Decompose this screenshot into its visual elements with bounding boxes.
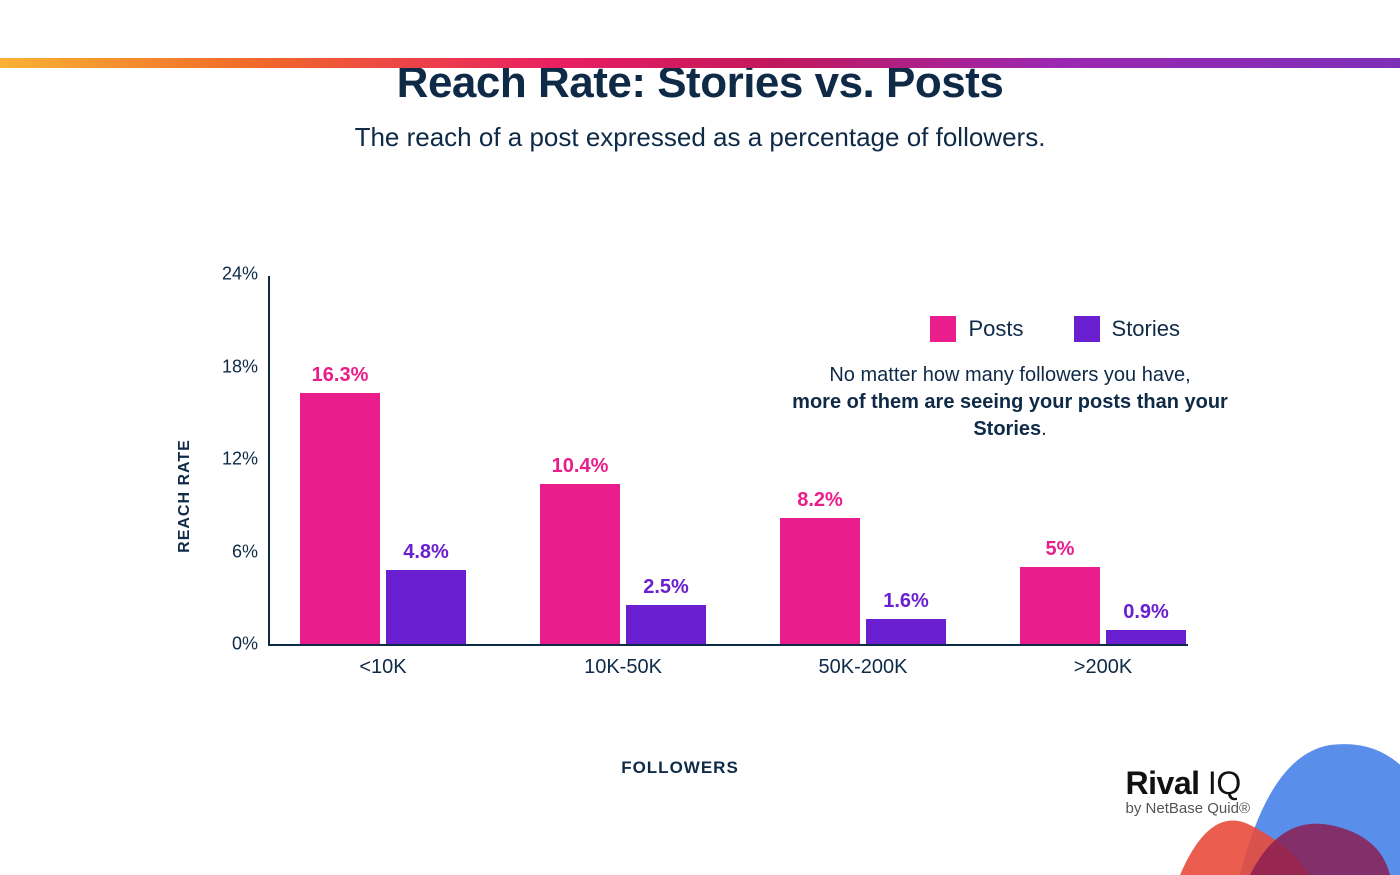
bar-stories: 4.8% — [386, 570, 466, 644]
annotation-bold: more of them are seeing your posts than … — [792, 391, 1228, 440]
x-axis-label: FOLLOWERS — [621, 758, 739, 778]
legend-swatch-stories — [1074, 316, 1100, 342]
chart-annotation: No matter how many followers you have, m… — [790, 362, 1230, 443]
legend: Posts Stories — [930, 316, 1180, 342]
y-axis-label: REACH RATE — [176, 439, 194, 553]
chart-container: REACH RATE 0%6%12%18%24%16.3%4.8%<10K10.… — [150, 276, 1210, 716]
annotation-suffix: . — [1041, 418, 1047, 440]
bar-value-label: 0.9% — [1123, 601, 1169, 624]
bar-posts: 5% — [1020, 567, 1100, 644]
brand-name: Rival IQ — [1126, 765, 1250, 802]
brand-tagline: by NetBase Quid® — [1126, 800, 1250, 817]
legend-swatch-posts — [930, 316, 956, 342]
bar-value-label: 8.2% — [797, 489, 843, 512]
bar-value-label: 1.6% — [883, 590, 929, 613]
bar-stories: 2.5% — [626, 605, 706, 644]
bar-value-label: 5% — [1046, 538, 1075, 561]
legend-label-posts: Posts — [968, 316, 1023, 342]
gradient-top-border — [0, 58, 1400, 68]
y-tick: 12% — [222, 449, 258, 470]
legend-item-stories: Stories — [1074, 316, 1180, 342]
brand-logo: Rival IQ by NetBase Quid® — [1126, 765, 1250, 817]
bar-value-label: 16.3% — [312, 364, 369, 387]
annotation-line1: No matter how many followers you have, — [829, 364, 1190, 386]
brand-bold: Rival — [1126, 765, 1200, 801]
bar-posts: 10.4% — [540, 484, 620, 644]
brand-rest: IQ — [1200, 765, 1241, 801]
y-tick: 18% — [222, 356, 258, 377]
bar-value-label: 4.8% — [403, 541, 449, 564]
x-category-label: 10K-50K — [584, 656, 662, 679]
bar-stories: 0.9% — [1106, 630, 1186, 644]
bar-posts: 8.2% — [780, 518, 860, 644]
y-tick: 24% — [222, 264, 258, 285]
bar-value-label: 2.5% — [643, 576, 689, 599]
legend-item-posts: Posts — [930, 316, 1023, 342]
chart-subtitle: The reach of a post expressed as a perce… — [0, 122, 1400, 153]
x-category-label: <10K — [359, 656, 406, 679]
bar-value-label: 10.4% — [552, 455, 609, 478]
legend-label-stories: Stories — [1112, 316, 1180, 342]
bar-posts: 16.3% — [300, 393, 380, 644]
y-tick: 6% — [232, 541, 258, 562]
y-tick: 0% — [232, 634, 258, 655]
x-category-label: 50K-200K — [819, 656, 908, 679]
bar-stories: 1.6% — [866, 619, 946, 644]
x-category-label: >200K — [1074, 656, 1132, 679]
